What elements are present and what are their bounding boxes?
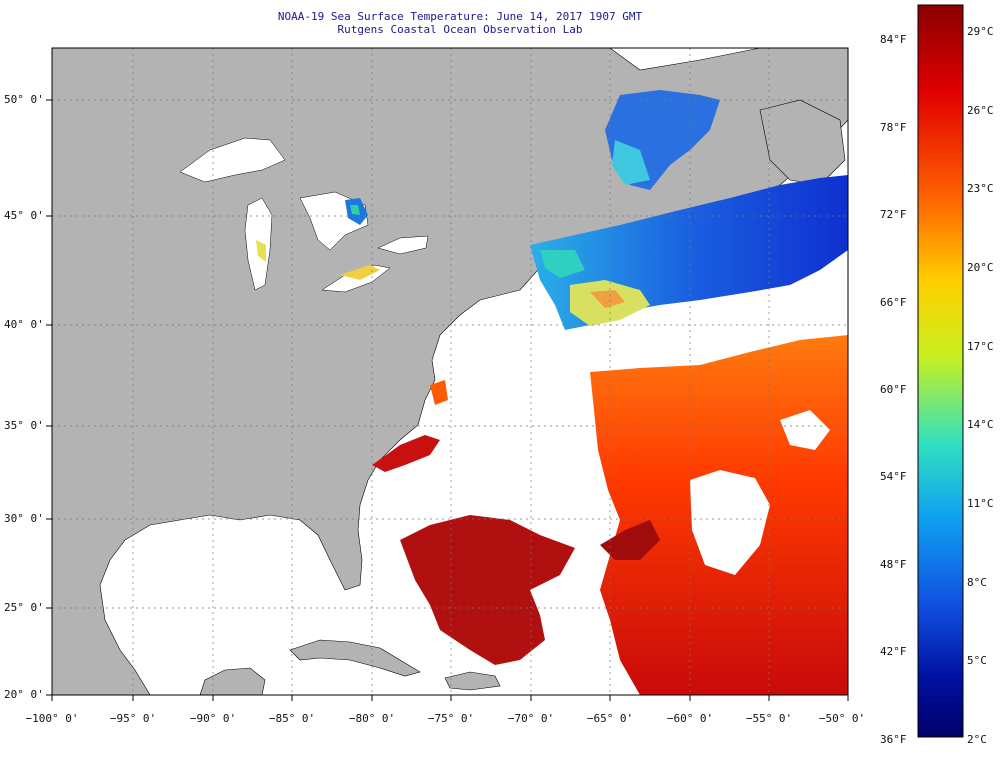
lat-label-25: 25° 0' (4, 601, 44, 614)
colorbar-label-5c: 5°C (967, 654, 987, 667)
graticule (52, 48, 848, 695)
colorbar-label-66f: 66°F (880, 296, 907, 309)
colorbar-label-72f: 72°F (880, 208, 907, 221)
land-cuba (289, 639, 421, 677)
lon-label-100w: −100° 0' (25, 712, 79, 725)
colorbar-label-20c: 20°C (967, 261, 994, 274)
lon-label-75w: −75° 0' (427, 712, 475, 725)
sst-lake-michigan-patch (256, 240, 266, 262)
colorbar-label-14c: 14°C (967, 418, 994, 431)
colorbar-label-78f: 78°F (880, 121, 907, 134)
colorbar (917, 4, 964, 738)
colorbar-label-11c: 11°C (967, 497, 994, 510)
colorbar-label-54f: 54°F (880, 470, 907, 483)
colorbar-label-8c: 8°C (967, 576, 987, 589)
sst-lake-erie-patch (340, 265, 380, 280)
colorbar-label-17c: 17°C (967, 340, 994, 353)
cloud-gap-center (690, 470, 770, 575)
lon-label-70w: −70° 0' (507, 712, 555, 725)
cloud-gap-east (780, 410, 830, 450)
colorbar-label-2c: 2°C (967, 733, 987, 746)
lon-label-95w: −95° 0' (109, 712, 157, 725)
colorbar-label-29c: 29°C (967, 25, 994, 38)
lat-label-45: 45° 0' (4, 209, 44, 222)
colorbar-label-36f: 36°F (880, 733, 907, 746)
lat-label-40: 40° 0' (4, 318, 44, 331)
lon-label-65w: −65° 0' (586, 712, 634, 725)
sst-gulf-of-maine (540, 250, 585, 278)
title-line-1: NOAA-19 Sea Surface Temperature: June 14… (277, 10, 643, 23)
colorbar-label-42f: 42°F (880, 645, 907, 658)
lake-ontario (377, 235, 429, 255)
lat-label-20: 20° 0' (4, 688, 44, 701)
lon-label-90w: −90° 0' (189, 712, 237, 725)
lat-label-35: 35° 0' (4, 419, 44, 432)
colorbar-label-23c: 23°C (967, 182, 994, 195)
map-frame (51, 47, 849, 696)
title-line-2: Rutgens Coastal Ocean Observation Lab (337, 23, 583, 36)
lake-superior (179, 137, 286, 183)
sst-dark-red-patch (600, 520, 660, 560)
land-newfoundland (759, 99, 846, 186)
land-hispaniola (444, 671, 501, 691)
lat-label-30: 30° 0' (4, 512, 44, 525)
colorbar-label-26c: 26°C (967, 104, 994, 117)
lon-label-80w: −80° 0' (348, 712, 396, 725)
map-title: NOAA-19 Sea Surface Temperature: June 14… (180, 10, 740, 36)
sst-georges-bank-core (590, 290, 625, 308)
lat-label-50: 50° 0' (4, 93, 44, 106)
sst-st-lawrence-estuary (612, 140, 650, 185)
colorbar-label-60f: 60°F (880, 383, 907, 396)
sst-carolina-gulfstream (372, 435, 440, 472)
sst-lake-huron-warm (350, 205, 360, 215)
lon-label-50w: −50° 0' (818, 712, 866, 725)
colorbar-label-48f: 48°F (880, 558, 907, 571)
colorbar-label-84f: 84°F (880, 33, 907, 46)
lon-label-55w: −55° 0' (745, 712, 793, 725)
lon-label-85w: −85° 0' (268, 712, 316, 725)
axis-ticks (46, 99, 849, 701)
sst-chesapeake-patch (430, 380, 448, 405)
lon-label-60w: −60° 0' (666, 712, 714, 725)
